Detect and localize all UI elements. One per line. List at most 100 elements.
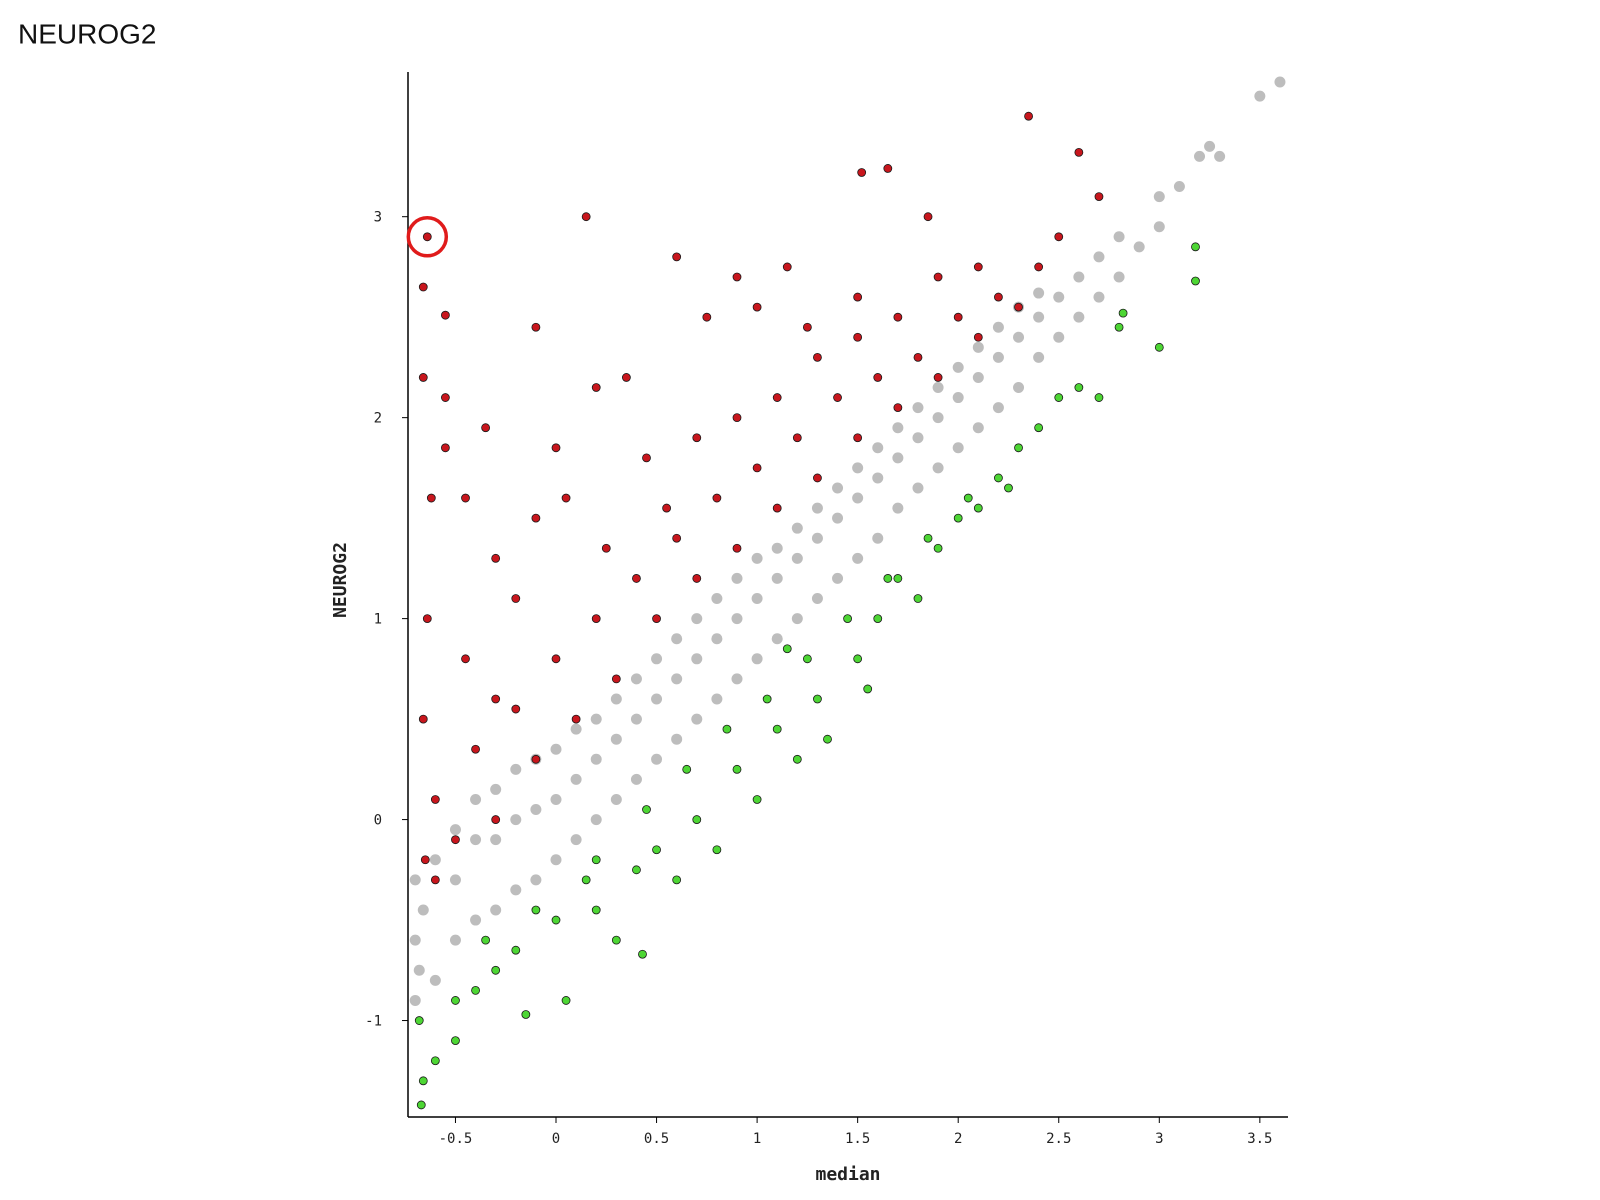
point bbox=[570, 723, 582, 735]
point bbox=[550, 793, 562, 805]
point bbox=[1074, 147, 1084, 157]
point bbox=[732, 272, 742, 282]
point bbox=[1073, 311, 1085, 323]
point bbox=[671, 733, 683, 745]
point bbox=[1093, 251, 1105, 263]
plot-area bbox=[409, 76, 1286, 1110]
point bbox=[933, 272, 943, 282]
point bbox=[561, 996, 571, 1005]
point bbox=[590, 713, 602, 725]
point bbox=[551, 915, 561, 925]
point bbox=[711, 593, 723, 605]
point bbox=[952, 361, 964, 373]
point bbox=[682, 764, 692, 774]
point bbox=[802, 654, 812, 664]
point bbox=[420, 855, 430, 865]
point bbox=[913, 352, 923, 362]
point bbox=[449, 824, 461, 836]
point bbox=[972, 341, 984, 353]
y-tick-label: 1 bbox=[374, 612, 382, 628]
point bbox=[470, 793, 482, 805]
point bbox=[933, 543, 943, 553]
point bbox=[953, 312, 963, 322]
point bbox=[893, 574, 903, 583]
point bbox=[1024, 111, 1033, 121]
point bbox=[852, 492, 864, 504]
y-tick-label: 3 bbox=[374, 210, 382, 226]
point bbox=[1194, 150, 1206, 162]
point bbox=[832, 572, 844, 584]
point bbox=[1114, 322, 1124, 332]
point bbox=[461, 654, 470, 664]
point bbox=[430, 1056, 440, 1066]
point bbox=[416, 1100, 426, 1110]
point bbox=[521, 1010, 531, 1019]
point bbox=[451, 835, 460, 845]
point bbox=[752, 795, 762, 804]
point bbox=[1214, 150, 1226, 162]
point bbox=[511, 945, 521, 955]
point bbox=[611, 935, 621, 945]
point bbox=[731, 572, 743, 584]
point bbox=[802, 322, 812, 332]
point bbox=[813, 473, 822, 483]
point bbox=[1093, 291, 1105, 303]
point bbox=[813, 694, 822, 704]
point bbox=[651, 693, 663, 705]
point bbox=[771, 633, 783, 645]
point bbox=[953, 513, 963, 523]
point bbox=[932, 462, 944, 474]
point bbox=[1073, 271, 1085, 283]
point bbox=[441, 443, 450, 453]
point bbox=[892, 452, 904, 464]
point bbox=[491, 815, 501, 824]
point bbox=[811, 502, 823, 514]
point bbox=[823, 734, 832, 744]
point bbox=[853, 433, 863, 443]
point bbox=[973, 262, 983, 272]
point bbox=[630, 713, 642, 725]
point bbox=[1013, 382, 1025, 394]
point bbox=[873, 614, 883, 624]
point bbox=[591, 614, 601, 624]
point bbox=[561, 493, 571, 503]
point bbox=[973, 503, 983, 513]
point bbox=[731, 613, 743, 625]
point bbox=[1254, 90, 1266, 102]
point bbox=[913, 594, 923, 603]
point bbox=[691, 613, 703, 625]
point bbox=[692, 433, 702, 443]
point bbox=[418, 373, 428, 382]
point bbox=[571, 714, 581, 724]
point bbox=[551, 443, 561, 453]
point bbox=[1014, 302, 1023, 312]
point bbox=[490, 783, 502, 795]
point bbox=[511, 594, 521, 603]
x-tick-label: 3.5 bbox=[1247, 1131, 1272, 1147]
point bbox=[1034, 423, 1044, 433]
point bbox=[651, 653, 663, 665]
point bbox=[491, 553, 501, 563]
point bbox=[952, 392, 964, 404]
point bbox=[863, 684, 873, 694]
point bbox=[570, 834, 582, 846]
point bbox=[418, 282, 428, 292]
point bbox=[872, 472, 884, 484]
point bbox=[610, 693, 622, 705]
point bbox=[1191, 276, 1200, 286]
point bbox=[550, 854, 562, 866]
point bbox=[1173, 181, 1185, 193]
point bbox=[418, 714, 428, 724]
point bbox=[1113, 271, 1125, 283]
chart-title: NEUROG2 bbox=[18, 18, 156, 49]
point bbox=[610, 793, 622, 805]
point bbox=[772, 393, 782, 402]
point bbox=[872, 442, 884, 454]
point bbox=[530, 874, 542, 886]
point bbox=[471, 985, 480, 995]
point bbox=[883, 574, 893, 583]
point bbox=[853, 654, 863, 664]
point bbox=[630, 773, 642, 785]
point bbox=[771, 572, 783, 584]
